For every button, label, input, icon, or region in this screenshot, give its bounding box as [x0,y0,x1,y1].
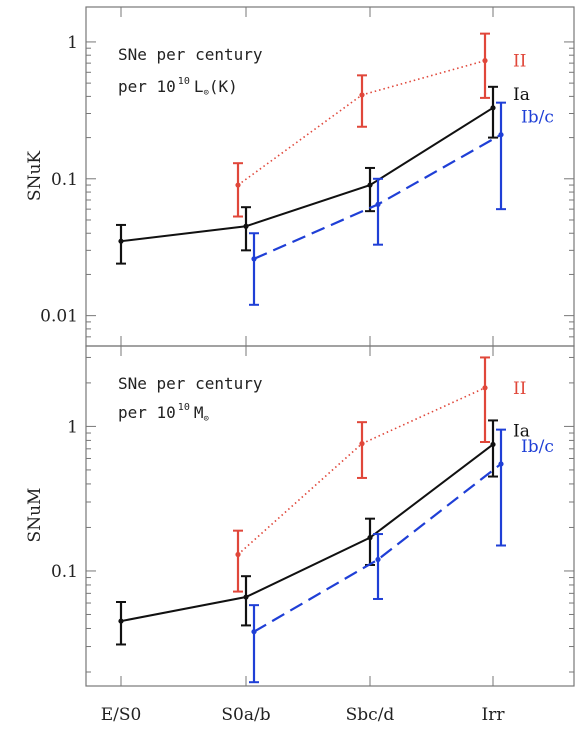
x-category-label: E/S0 [101,705,142,725]
top-point-II [359,92,365,98]
bottom-annotation-prefix: per 10 [118,403,176,422]
top-annotation-sup: 10 [178,76,190,87]
bottom-point-Ia [367,535,373,541]
bottom-point-Ib/c [251,629,257,635]
bottom-series-line-Ib/c [253,463,502,633]
top-series-label-Ib/c: Ib/c [521,108,554,128]
bottom-ylabel: SNuM [25,488,45,543]
bottom-point-Ia [490,441,496,448]
top-point-Ia [243,223,249,229]
bottom-point-II [235,551,241,558]
top-ylabel: SNuK [25,151,45,201]
top-series-line-Ia [120,106,494,243]
top-annotation-sub: ⊙ [203,88,208,98]
bottom-series-label-Ib/c: Ib/c [521,437,554,457]
x-category-label: S0a/b [221,705,270,725]
top-point-Ia [490,105,496,111]
top-point-II [482,58,488,64]
bottom-annotation-symbol: M [194,403,204,422]
bottom-point-Ib/c [375,556,381,563]
bottom-series-line-II [237,387,486,556]
top-point-Ia [367,182,373,188]
bottom-series-line-Ia [120,443,494,623]
bottom-point-II [359,441,365,447]
top-ytick-label: 0.01 [40,307,78,327]
top-annotation-line1: SNe per century [118,45,263,64]
bottom-ytick-label: 1 [67,417,78,437]
top-point-Ib/c [498,132,504,138]
bottom-annotation-line2: per 10 10 M⊙ [118,402,209,424]
x-category-label: Sbc/d [346,705,395,725]
bottom-ytick-label: 0.1 [51,562,78,582]
top-ytick-label: 0.1 [51,170,78,190]
top-series-label-Ia: Ia [513,85,530,105]
bottom-series-label-II: II [513,379,526,399]
bottom-point-Ia [243,594,249,600]
top-annotation-symbol: L [194,77,204,96]
top-point-Ia [118,238,124,244]
bottom-annotation-sup: 10 [178,402,190,413]
x-category-label: Irr [482,705,506,725]
bottom-series-label-Ia: Ia [513,421,530,441]
bottom-annotation-sub: ⊙ [203,414,208,424]
top-point-Ib/c [375,201,381,207]
bottom-panel-frame [85,345,575,687]
top-annotation-prefix: per 10 [118,77,176,96]
top-point-II [235,182,241,188]
top-series-label-II: II [513,52,526,72]
bottom-point-Ia [118,618,124,624]
top-ytick-label: 1 [67,33,78,53]
top-annotation-suffix: (K) [209,77,238,96]
top-point-Ib/c [251,256,257,262]
bottom-annotation-line1: SNe per century [118,374,263,393]
bottom-point-II [482,385,488,391]
bottom-point-Ib/c [498,461,504,467]
top-annotation-line2: per 10 10 L⊙(K) [118,76,238,98]
